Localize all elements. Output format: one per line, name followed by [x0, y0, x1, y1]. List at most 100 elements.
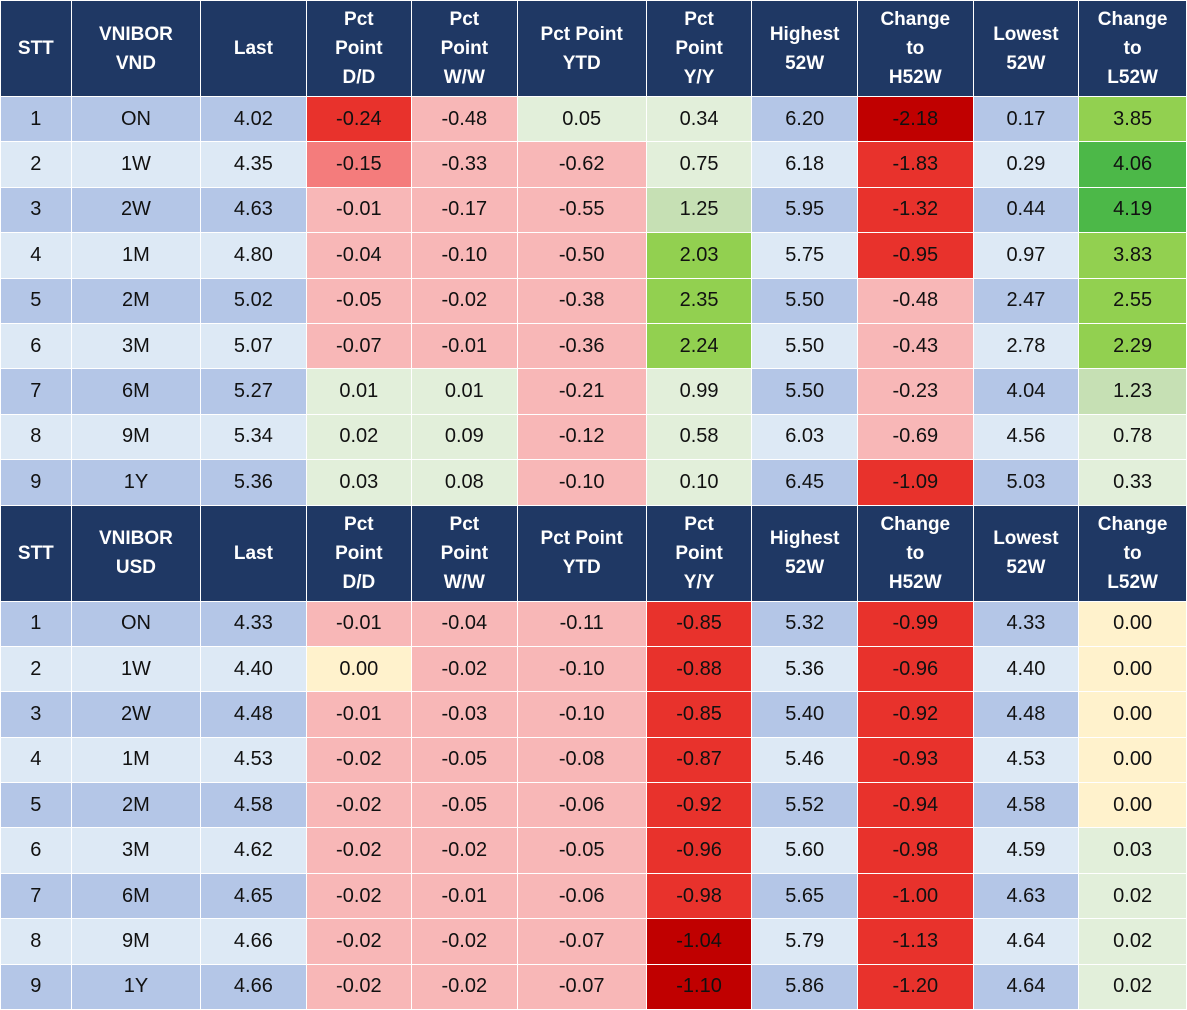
cell-low-52w: 0.17 [972, 95, 1080, 143]
cell-last: 5.02 [200, 277, 307, 324]
table-row: 1 ON 4.02 -0.24 -0.48 0.05 0.34 6.20 -2.18 0.17 3.… [0, 95, 1187, 143]
cell-pct-ytd: -0.10 [516, 459, 647, 506]
cell-stt: 6 [0, 827, 72, 874]
table-row: 3 2W 4.63 -0.01 -0.17 -0.55 1.25 5.95 -1.32 0.44 4… [0, 186, 1187, 234]
cell-low-52w: 2.47 [972, 277, 1080, 324]
cell-change-to-h52w: -0.92 [857, 691, 974, 738]
cell-high-52w: 5.50 [751, 322, 858, 370]
cell-last: 4.63 [200, 186, 307, 234]
cell-stt: 3 [0, 691, 72, 738]
cell-low-52w: 0.29 [972, 141, 1080, 188]
cell-low-52w: 4.56 [972, 413, 1080, 461]
cell-pct-ww: -0.05 [411, 736, 518, 784]
cell-pct-dd: -0.15 [305, 141, 413, 188]
column-header-pct-dd: Pct Point D/D [305, 504, 413, 602]
cell-change-to-h52w: -0.69 [857, 413, 974, 461]
cell-change-to-h52w: -1.13 [857, 918, 974, 965]
cell-high-52w: 5.40 [751, 691, 858, 738]
cell-pct-ytd: -0.62 [516, 141, 647, 188]
cell-change-to-l52w: 0.00 [1078, 782, 1187, 829]
cell-pct-ytd: -0.36 [516, 322, 647, 370]
cell-change-to-l52w: 0.03 [1078, 827, 1187, 874]
cell-term: 9M [70, 918, 202, 965]
table-row: 5 2M 4.58 -0.02 -0.05 -0.06 -0.92 5.52 -0.94 4.58… [0, 782, 1187, 829]
cell-term: 6M [70, 368, 202, 415]
column-header-pct-dd: Pct Point D/D [305, 0, 413, 97]
cell-pct-ytd: -0.05 [516, 827, 647, 874]
cell-stt: 4 [0, 736, 72, 784]
cell-stt: 7 [0, 368, 72, 415]
cell-last: 4.33 [200, 600, 307, 647]
cell-high-52w: 5.50 [751, 368, 858, 415]
cell-change-to-h52w: -2.18 [857, 95, 974, 143]
cell-pct-ww: -0.02 [411, 827, 518, 874]
column-header-term: VNIBOR VND [70, 0, 202, 97]
cell-low-52w: 4.58 [972, 782, 1080, 829]
cell-change-to-l52w: 0.00 [1078, 645, 1187, 693]
cell-pct-ww: -0.48 [411, 95, 518, 143]
header-row: STT VNIBOR USD Last Pct Point D/D Pct Point … [0, 504, 1187, 602]
column-header-change-to-l52w: Change to L52W [1078, 504, 1187, 602]
column-header-low-52w: Lowest 52W [972, 0, 1080, 97]
cell-high-52w: 6.03 [751, 413, 858, 461]
cell-pct-yy: 2.35 [645, 277, 753, 324]
cell-change-to-l52w: 3.83 [1078, 232, 1187, 279]
cell-pct-dd: 0.01 [305, 368, 413, 415]
column-header-pct-ytd: Pct Point YTD [516, 0, 647, 97]
cell-last: 5.07 [200, 322, 307, 370]
cell-term: 3M [70, 827, 202, 874]
cell-change-to-h52w: -0.48 [857, 277, 974, 324]
cell-low-52w: 0.44 [972, 186, 1080, 234]
cell-pct-ww: -0.17 [411, 186, 518, 234]
cell-high-52w: 5.65 [751, 872, 858, 920]
cell-term: ON [70, 95, 202, 143]
cell-low-52w: 4.63 [972, 872, 1080, 920]
cell-pct-ww: -0.02 [411, 963, 518, 1010]
cell-pct-yy: 0.10 [645, 459, 753, 506]
cell-change-to-l52w: 0.00 [1078, 600, 1187, 647]
cell-low-52w: 5.03 [972, 459, 1080, 506]
table-row: 6 3M 5.07 -0.07 -0.01 -0.36 2.24 5.50 -0.43 2.78 2… [0, 322, 1187, 370]
cell-term: 1W [70, 645, 202, 693]
column-header-stt: STT [0, 504, 72, 602]
cell-low-52w: 4.33 [972, 600, 1080, 647]
cell-high-52w: 6.20 [751, 95, 858, 143]
cell-low-52w: 4.48 [972, 691, 1080, 738]
cell-low-52w: 0.97 [972, 232, 1080, 279]
table-row: 7 6M 5.27 0.01 0.01 -0.21 0.99 5.50 -0.23 4.04 1.2… [0, 368, 1187, 415]
cell-change-to-h52w: -0.95 [857, 232, 974, 279]
cell-last: 4.66 [200, 963, 307, 1010]
cell-pct-ww: -0.10 [411, 232, 518, 279]
cell-pct-yy: -0.98 [645, 872, 753, 920]
cell-high-52w: 5.36 [751, 645, 858, 693]
cell-pct-yy: 2.03 [645, 232, 753, 279]
cell-high-52w: 5.79 [751, 918, 858, 965]
cell-pct-yy: 0.75 [645, 141, 753, 188]
cell-term: 1Y [70, 963, 202, 1010]
cell-change-to-h52w: -0.23 [857, 368, 974, 415]
cell-change-to-l52w: 2.29 [1078, 322, 1187, 370]
table-row: 9 1Y 4.66 -0.02 -0.02 -0.07 -1.10 5.86 -1.20 4.64… [0, 963, 1187, 1010]
cell-pct-dd: -0.01 [305, 691, 413, 738]
cell-change-to-h52w: -0.43 [857, 322, 974, 370]
cell-pct-ww: -0.02 [411, 645, 518, 693]
column-header-low-52w: Lowest 52W [972, 504, 1080, 602]
cell-change-to-l52w: 0.00 [1078, 691, 1187, 738]
cell-pct-dd: 0.00 [305, 645, 413, 693]
cell-pct-ww: -0.02 [411, 277, 518, 324]
cell-high-52w: 5.32 [751, 600, 858, 647]
cell-last: 5.36 [200, 459, 307, 506]
column-header-change-to-l52w: Change to L52W [1078, 0, 1187, 97]
cell-pct-ww: -0.02 [411, 918, 518, 965]
cell-pct-ytd: 0.05 [516, 95, 647, 143]
cell-low-52w: 4.59 [972, 827, 1080, 874]
cell-change-to-h52w: -0.99 [857, 600, 974, 647]
column-header-high-52w: Highest 52W [751, 0, 858, 97]
cell-pct-ytd: -0.50 [516, 232, 647, 279]
cell-change-to-h52w: -1.09 [857, 459, 974, 506]
cell-change-to-l52w: 0.02 [1078, 872, 1187, 920]
cell-change-to-h52w: -1.83 [857, 141, 974, 188]
cell-term: 1M [70, 736, 202, 784]
cell-pct-dd: -0.01 [305, 600, 413, 647]
column-header-pct-yy: Pct Point Y/Y [645, 504, 753, 602]
